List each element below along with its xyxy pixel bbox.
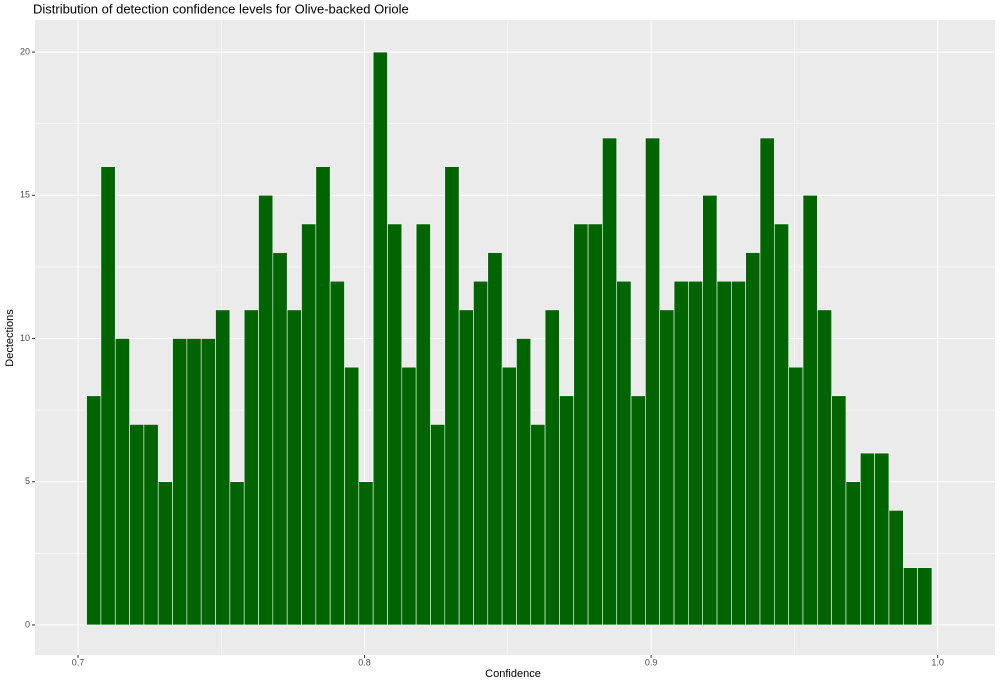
bar [559,395,575,626]
bar [229,481,245,626]
bar [114,338,130,626]
bar [143,424,159,626]
y-tick-label: 20 [20,46,30,56]
bar [458,309,474,626]
x-tick-label: 0.9 [645,657,658,667]
bar [745,252,761,626]
bar [659,309,675,626]
bar [401,366,417,626]
bar [329,280,345,626]
bar [344,366,360,626]
bar [845,481,861,626]
bar [702,194,718,626]
bar [243,309,259,626]
bar [645,137,661,626]
bar [874,452,890,626]
bar [315,166,331,626]
bar [86,395,102,626]
bar [544,309,560,626]
bar [301,223,317,626]
bar [788,366,804,626]
bar [358,481,374,626]
bar [430,424,446,626]
bar [258,194,274,626]
y-tick-label: 5 [25,476,30,486]
x-tick-label: 0.8 [358,657,371,667]
bar [673,280,689,626]
bar [286,309,302,626]
bar [860,452,875,626]
bar [172,338,188,626]
bar [802,194,818,626]
bar [587,223,603,626]
x-tick-label: 1.0 [931,657,944,667]
bar [444,166,460,626]
bar [602,137,618,626]
bar [516,338,532,626]
y-tick-label: 15 [20,190,30,200]
bar [186,338,202,626]
bar [487,252,503,626]
bar [902,567,918,626]
bar [716,280,732,626]
bar [774,223,789,626]
y-tick-label: 0 [25,619,30,629]
bar [917,567,933,626]
x-axis-title: Confidence [485,668,541,680]
bar [831,395,847,626]
bar [200,338,216,626]
y-tick-label: 10 [20,333,30,343]
x-tick-label: 0.7 [72,657,85,667]
bar [731,280,746,626]
bar [372,51,388,626]
bar [501,366,517,626]
bar [616,280,632,626]
bar [129,424,145,626]
bar [630,395,646,626]
bar [473,280,489,626]
bar [817,309,832,626]
bar [759,137,775,626]
bar [387,223,403,626]
y-axis-title: Dectections [4,309,16,367]
bar [530,424,546,626]
bar [888,510,904,626]
bar [415,223,431,626]
bar [573,223,589,626]
bar [100,166,116,626]
bar [688,280,704,626]
chart-title: Distribution of detection confidence lev… [33,1,409,16]
bar [272,252,288,626]
bar [157,481,173,626]
bar [215,309,231,626]
